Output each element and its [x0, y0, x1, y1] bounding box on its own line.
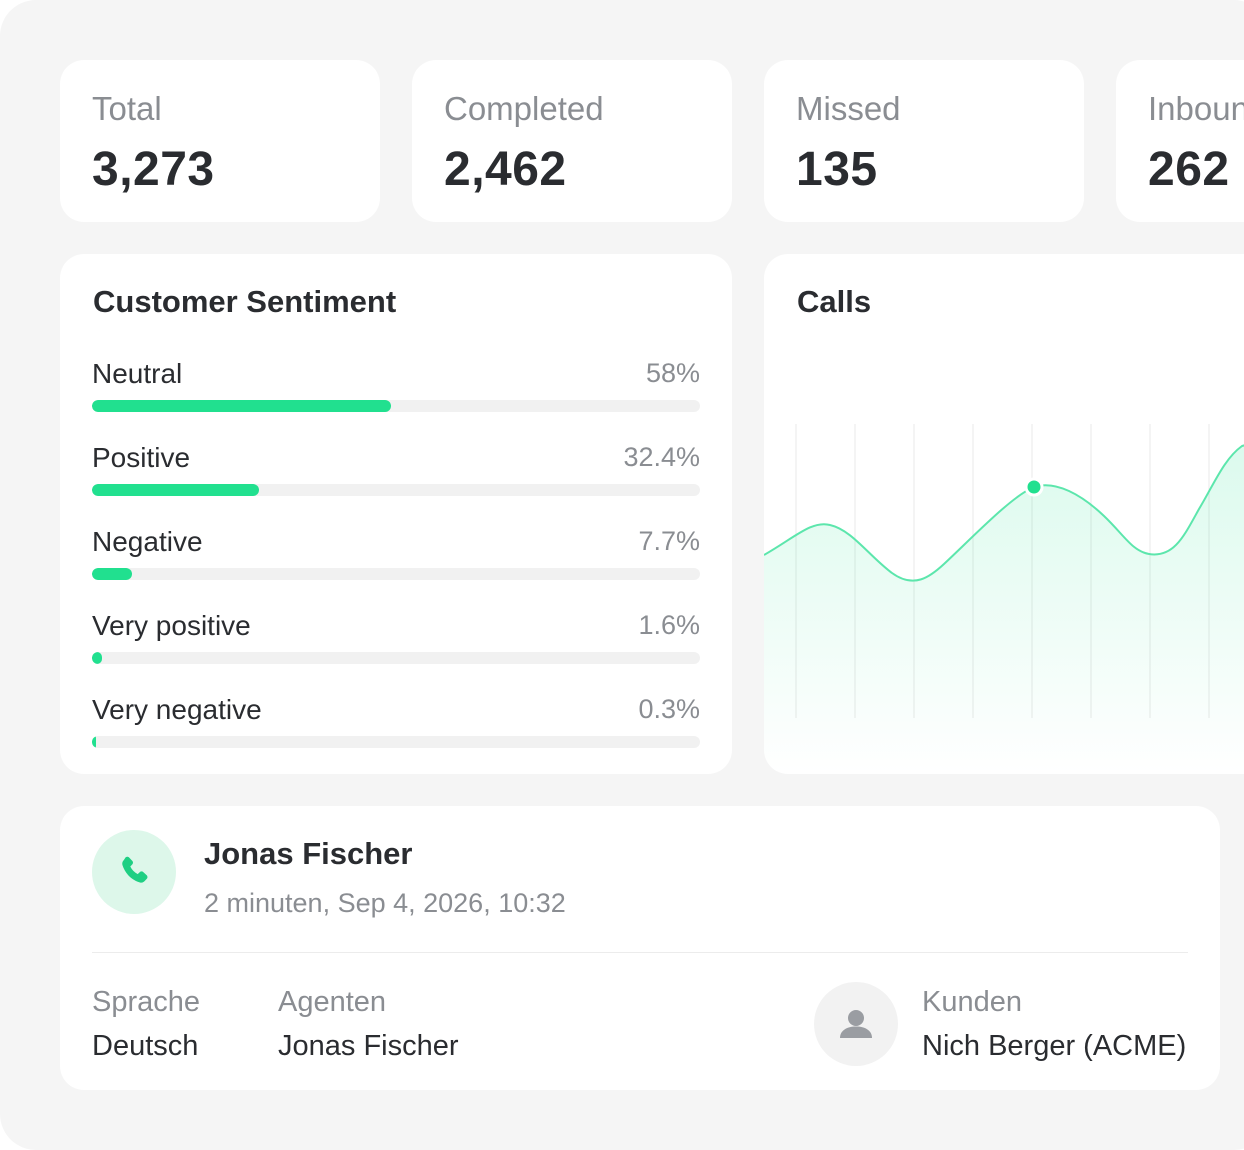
sentiment-row: Very positive 1.6%	[92, 610, 700, 670]
person-icon	[840, 1010, 872, 1038]
customer-label: Kunden	[922, 986, 1022, 1018]
stat-value: 135	[796, 143, 878, 196]
language-label: Sprache	[92, 986, 201, 1018]
phone-icon	[122, 856, 148, 883]
agent-value: Jonas Fischer	[278, 1030, 459, 1062]
sentiment-label: Negative	[92, 526, 203, 557]
sentiment-bar-track	[92, 736, 700, 748]
stat-label: Inbound	[1148, 90, 1244, 127]
call-icon-circle	[92, 830, 176, 914]
sentiment-row: Very negative 0.3%	[92, 694, 700, 754]
sentiment-percent: 1.6%	[638, 610, 700, 640]
sentiment-bar-track	[92, 400, 700, 412]
sentiment-label: Very negative	[92, 694, 262, 725]
sentiment-bar-track	[92, 484, 700, 496]
stat-card-completed[interactable]: Completed 2,462	[412, 60, 732, 222]
stat-label: Total	[92, 90, 162, 127]
sentiment-bar-track	[92, 568, 700, 580]
highlight-point[interactable]	[1024, 477, 1044, 497]
stat-value: 3,273	[92, 143, 215, 196]
sentiment-row: Negative 7.7%	[92, 526, 700, 586]
sentiment-bar-fill	[92, 736, 96, 748]
sentiment-bar-fill	[92, 484, 260, 496]
sentiment-percent: 0.3%	[638, 694, 700, 724]
sentiment-label: Positive	[92, 442, 191, 473]
sentiment-title: Customer Sentiment	[93, 284, 397, 319]
sentiment-percent: 58%	[645, 358, 700, 388]
caller-name: Jonas Fischer	[204, 836, 413, 871]
language-value: Deutsch	[92, 1030, 199, 1062]
stat-label: Completed	[444, 90, 604, 127]
stat-card-missed[interactable]: Missed 135	[764, 60, 1084, 222]
sentiment-bar-fill	[92, 568, 132, 580]
customer-value: Nich Berger (ACME)	[922, 1030, 1187, 1062]
calls-area	[764, 445, 1244, 774]
sentiment-percent: 7.7%	[638, 526, 700, 556]
sentiment-bar-track	[92, 652, 700, 664]
calls-line	[764, 444, 1244, 582]
sentiment-percent: 32.4%	[623, 442, 700, 472]
stat-value: 262	[1148, 143, 1230, 196]
stat-label: Missed	[796, 90, 901, 127]
sentiment-row: Neutral 58%	[92, 358, 700, 418]
sentiment-label: Neutral	[92, 358, 183, 389]
agent-label: Agenten	[278, 986, 387, 1018]
calls-card: Calls	[764, 254, 1244, 774]
call-subtitle: 2 minuten, Sep 4, 2026, 10:32	[204, 888, 566, 918]
stat-card-inbound[interactable]: Inbound 262	[1116, 60, 1244, 222]
sentiment-bar-fill	[92, 652, 102, 664]
call-detail-card[interactable]: Jonas Fischer 2 minuten, Sep 4, 2026, 10…	[60, 806, 1220, 1090]
sentiment-card: Customer Sentiment Neutral 58% Positive …	[60, 254, 732, 774]
stat-card-total[interactable]: Total 3,273	[60, 60, 380, 222]
sentiment-bar-fill	[92, 400, 392, 412]
calls-title: Calls	[797, 284, 872, 319]
divider	[92, 952, 1188, 953]
stat-value: 2,462	[444, 143, 567, 196]
calls-chart	[764, 424, 1244, 774]
sentiment-label: Very positive	[92, 610, 251, 641]
sentiment-row: Positive 32.4%	[92, 442, 700, 502]
customer-avatar[interactable]	[814, 982, 898, 1066]
